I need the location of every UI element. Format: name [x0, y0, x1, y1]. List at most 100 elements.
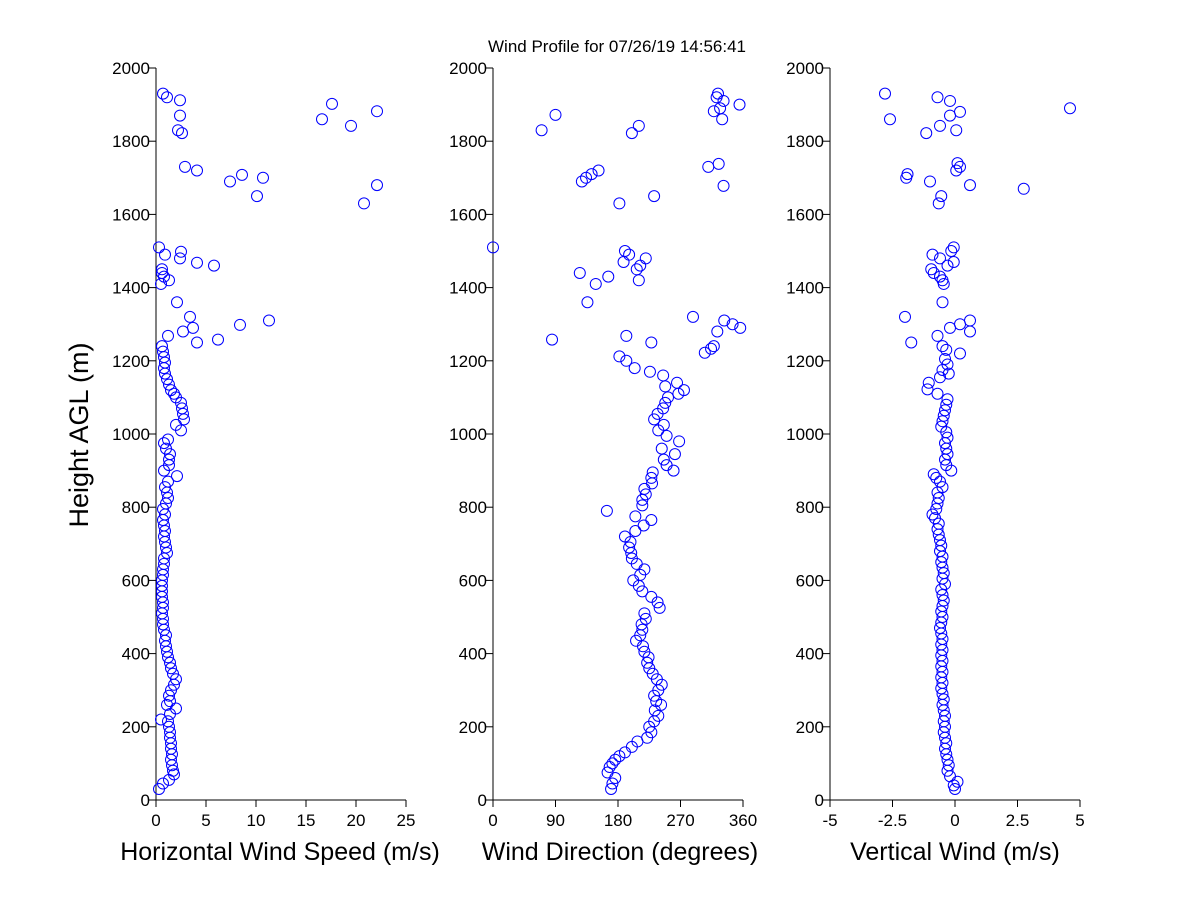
direction-data-point	[660, 429, 673, 442]
direction-data-point	[677, 384, 690, 397]
speed-data-point	[371, 179, 383, 192]
direction-data-point	[573, 266, 586, 279]
direction-data-point	[712, 157, 725, 170]
speed-data-point	[163, 453, 175, 466]
vertical-data-point	[930, 503, 943, 516]
direction-data-point	[630, 263, 643, 276]
direction-data-point	[581, 296, 594, 309]
speed-data-point	[153, 241, 165, 254]
speed-y-tick-label: 1800	[112, 132, 150, 151]
vertical-data-point	[940, 343, 953, 356]
direction-data-point	[673, 435, 686, 448]
speed-data-point	[156, 266, 168, 279]
speed-data-point	[176, 402, 188, 415]
direction-data-point	[645, 336, 658, 349]
vertical-data-point	[927, 468, 940, 481]
direction-data-point	[629, 524, 642, 537]
speed-data-point	[163, 378, 175, 391]
vertical-y-tick-label: 2000	[786, 59, 824, 78]
vertical-data-point	[931, 91, 944, 104]
speed-data-point	[160, 629, 172, 642]
direction-data-point	[601, 766, 614, 779]
direction-x-tick-label: 270	[666, 811, 694, 830]
direction-data-point	[659, 396, 672, 409]
vertical-data-point	[926, 248, 939, 261]
speed-data-point	[316, 113, 328, 126]
direction-x-tick-label: 360	[729, 811, 757, 830]
speed-data-point	[179, 160, 191, 173]
speed-y-tick-label: 1600	[112, 205, 150, 224]
vertical-data-point	[936, 274, 949, 287]
vertical-data-point	[934, 371, 946, 384]
speed-data-point	[160, 442, 172, 455]
direction-data-point	[639, 612, 652, 625]
vertical-data-point	[939, 709, 951, 722]
speed-data-point	[234, 318, 246, 331]
vertical-data-point	[937, 594, 950, 607]
speed-data-point	[224, 175, 236, 188]
direction-data-point	[625, 552, 638, 565]
speed-data-point	[156, 263, 168, 276]
speed-data-point	[157, 87, 169, 100]
speed-data-point	[155, 713, 167, 726]
speed-data-point	[212, 333, 224, 346]
direction-y-tick-label: 400	[459, 645, 487, 664]
vertical-data-point	[954, 105, 966, 118]
speed-data-point	[191, 256, 203, 269]
vertical-data-point	[936, 415, 949, 428]
direction-data-point	[671, 376, 684, 389]
speed-data-point	[165, 684, 177, 697]
direction-data-point	[726, 318, 739, 331]
direction-data-point	[643, 365, 656, 378]
vertical-x-tick-label: -2.5	[878, 811, 907, 830]
direction-data-point	[733, 98, 746, 111]
direction-panel: 0 200 400 600 800 1000 1200 1400 1600 1800 2000 0 90…	[449, 59, 758, 866]
vertical-data-point	[934, 119, 946, 132]
vertical-y-tick-label: 1800	[786, 132, 824, 151]
vertical-y-tick-label: 600	[796, 571, 824, 590]
vertical-data-point	[931, 329, 944, 342]
direction-data-point	[645, 514, 658, 527]
vertical-data-point	[947, 241, 960, 254]
speed-x-tick-label: 0	[151, 811, 160, 830]
direction-data-point	[620, 354, 633, 367]
direction-y-tick-label: 800	[459, 498, 487, 517]
direction-data-point	[717, 94, 730, 107]
direction-data-point	[636, 623, 649, 636]
speed-data-point	[165, 384, 177, 397]
direction-data-point	[712, 87, 724, 100]
speed-y-tick-label: 200	[122, 718, 150, 737]
speed-y-tick-label: 600	[122, 571, 150, 590]
direction-data-point	[718, 314, 731, 327]
speed-data-point	[172, 124, 184, 137]
speed-data-point	[326, 97, 338, 110]
speed-y-tick-label: 400	[122, 645, 150, 664]
direction-data-point	[585, 168, 598, 181]
vertical-x-axis-label: Vertical Wind (m/s)	[850, 838, 1060, 866]
direction-data-point	[639, 252, 652, 265]
speed-y-tick-label: 1200	[112, 352, 150, 371]
speed-data-point	[263, 314, 275, 327]
speed-data-point	[157, 345, 169, 358]
vertical-data-point	[941, 259, 954, 272]
speed-data-point	[208, 259, 220, 272]
direction-data-point	[546, 333, 559, 346]
vertical-x-tick-label: 0	[950, 811, 959, 830]
direction-data-point	[606, 777, 619, 790]
direction-data-point	[487, 241, 499, 254]
vertical-data-point	[935, 605, 948, 618]
vertical-data-point	[921, 383, 934, 396]
direction-data-point	[600, 504, 613, 517]
direction-y-tick-label: 1000	[449, 425, 487, 444]
vertical-data-point	[937, 567, 950, 580]
vertical-data-point	[964, 325, 976, 338]
direction-data-point	[637, 519, 650, 532]
speed-data-point	[162, 433, 174, 446]
direction-data-point	[620, 329, 633, 342]
vertical-data-point	[944, 94, 956, 107]
vertical-x-tick-label: 5	[1075, 811, 1084, 830]
speed-data-point	[358, 197, 370, 210]
speed-x-tick-label: 10	[247, 811, 266, 830]
vertical-data-point	[951, 157, 964, 170]
direction-data-point	[638, 607, 651, 620]
